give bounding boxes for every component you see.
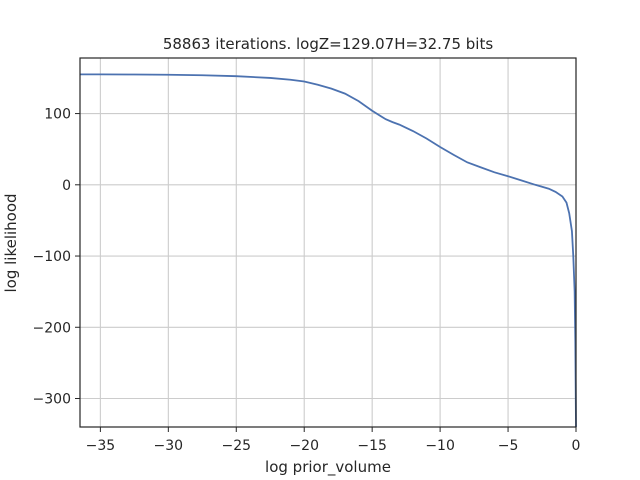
y-tick-label: 100 [44,107,71,123]
grid-lines [80,58,577,427]
y-axis-ticks: −300 −200 −100 0 100 [33,107,80,408]
y-tick-label: 0 [62,178,71,194]
plot-frame [79,57,577,428]
y-axis-label: log likelihood [2,193,20,292]
x-tick-label: −5 [498,438,519,454]
x-tick-label: −15 [357,438,387,454]
series-line [80,73,577,428]
x-tick-label: −20 [289,438,319,454]
y-tick-label: −100 [33,249,71,265]
x-axis-ticks: −35 −30 −25 −20 −15 −10 −5 0 [86,427,581,454]
y-tick-label: −300 [33,392,71,408]
y-tick-label: −200 [33,320,71,336]
x-tick-label: −10 [425,438,455,454]
chart-title: 58863 iterations. logZ=129.07H=32.75 bit… [163,35,494,53]
x-tick-label: −35 [86,438,116,454]
x-tick-label: 0 [572,438,581,454]
x-tick-label: −30 [154,438,184,454]
x-axis-label: log prior_volume [265,458,391,477]
x-tick-label: −25 [222,438,252,454]
